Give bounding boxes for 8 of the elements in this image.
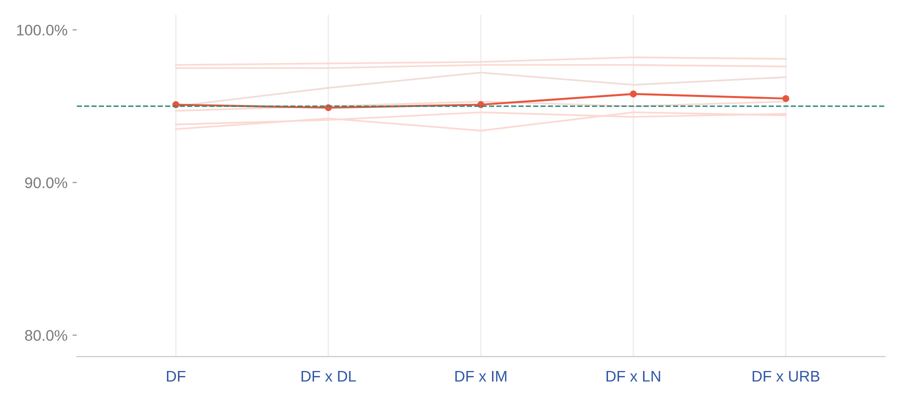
y-tick-label: 100.0% bbox=[17, 24, 68, 36]
x-tick-label: DF x URB bbox=[752, 370, 820, 382]
y-tick-label: 90.0% bbox=[25, 177, 68, 188]
x-tick-label: DF x IM bbox=[455, 370, 506, 382]
x-tick-label: DF x LN bbox=[606, 370, 660, 382]
y-tick-label: 80.0% bbox=[25, 330, 68, 341]
x-tick-label: DF bbox=[166, 370, 186, 382]
x-tick-label: DF x DL bbox=[302, 370, 356, 382]
